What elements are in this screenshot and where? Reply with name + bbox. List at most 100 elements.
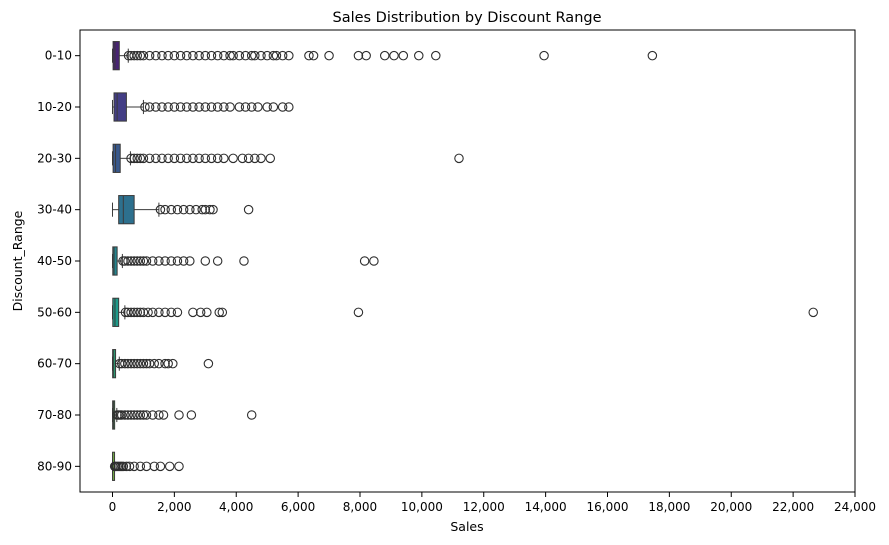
outlier-point [243, 204, 254, 215]
y-axis-label: Discount_Range [10, 210, 25, 311]
outlier-point [219, 102, 229, 112]
box-group-70-80 [111, 400, 257, 430]
outlier-point [132, 50, 142, 61]
outlier-point [140, 102, 150, 112]
box-iqr [112, 297, 120, 327]
outlier-point [195, 307, 206, 318]
outlier-point [138, 50, 149, 61]
outlier-point [308, 50, 319, 61]
outlier-point [369, 256, 379, 266]
outlier-point [188, 307, 198, 318]
x-tick-label: 18,000 [648, 500, 690, 514]
x-tick-label: 0 [109, 500, 117, 514]
outlier-point [191, 204, 201, 215]
outlier-point [149, 461, 160, 472]
outlier-point [256, 153, 266, 164]
outlier-point [132, 307, 142, 318]
box-group-0-10 [111, 41, 658, 71]
outlier-point [123, 410, 133, 420]
outlier-point [154, 307, 164, 318]
outlier-point [219, 153, 229, 164]
outlier-point [151, 153, 161, 164]
outlier-point [160, 204, 170, 215]
outlier-point [126, 410, 136, 420]
outlier-point [389, 50, 399, 61]
outlier-point [246, 410, 257, 420]
outlier-point [160, 358, 170, 369]
outlier-point [168, 358, 178, 369]
outlier-point [203, 358, 214, 369]
outlier-point [132, 153, 142, 164]
box-iqr [112, 143, 121, 173]
y-axis: 0-10 10-20 20-30 30-40 40-50 50-60 60-70 70-80 8… [37, 49, 80, 473]
x-tick-label: 22,000 [772, 500, 814, 514]
outlier-point [126, 307, 136, 318]
outlier-point [181, 50, 192, 61]
outlier-point [228, 50, 238, 61]
outlier-point [175, 102, 186, 112]
outlier-point [353, 50, 364, 61]
outlier-point [154, 410, 164, 420]
outlier-point [144, 102, 155, 112]
outlier-point [194, 50, 204, 61]
outlier-point [277, 50, 288, 61]
outlier-point [172, 204, 183, 215]
outlier-point [129, 256, 139, 266]
outlier-point [154, 358, 164, 369]
outlier-point [200, 50, 211, 61]
outlier-point [138, 410, 149, 420]
outlier-point [250, 153, 260, 164]
y-tick-label: 10-20 [37, 100, 72, 114]
outlier-point [186, 410, 197, 420]
outlier-point [174, 410, 184, 420]
outlier-point [157, 102, 167, 112]
outlier-point [188, 50, 198, 61]
outlier-point [121, 461, 132, 472]
outlier-point [154, 256, 164, 266]
outlier-point [178, 256, 189, 266]
box-group-10-20 [111, 92, 294, 122]
outlier-point [135, 50, 146, 61]
outlier-point [212, 256, 223, 266]
outlier-point [647, 50, 658, 61]
outlier-point [212, 102, 223, 112]
outlier-point [138, 153, 149, 164]
x-tick-label: 10,000 [401, 500, 443, 514]
outlier-point [169, 50, 180, 61]
outlier-point [141, 358, 152, 369]
outlier-point [118, 461, 129, 472]
outlier-point [228, 153, 238, 164]
outlier-point [202, 307, 212, 318]
outlier-point [175, 50, 186, 61]
x-axis-label: Sales [450, 519, 483, 534]
outlier-point [158, 410, 169, 420]
outlier-point [147, 410, 158, 420]
outlier-point [163, 102, 173, 112]
outlier-point [194, 102, 204, 112]
outlier-point [132, 410, 142, 420]
y-tick-label: 80-90 [37, 459, 72, 473]
outlier-point [157, 153, 167, 164]
outlier-point [206, 50, 217, 61]
outlier-point [138, 358, 149, 369]
outlier-point [217, 307, 228, 318]
outlier-point [808, 307, 818, 318]
outlier-point [181, 102, 192, 112]
outlier-point [160, 256, 170, 266]
outlier-point [163, 153, 173, 164]
outlier-point [144, 153, 155, 164]
x-tick-label: 20,000 [710, 500, 752, 514]
outlier-point [188, 102, 198, 112]
outlier-point [129, 153, 139, 164]
outlier-point [129, 307, 139, 318]
outlier-point [155, 461, 166, 472]
box-iqr [113, 92, 127, 122]
plot-frame [79, 29, 856, 493]
outlier-point [135, 358, 146, 369]
y-tick-label: 70-80 [37, 408, 72, 422]
outlier-point [132, 256, 142, 266]
outlier-point [126, 153, 136, 164]
outlier-point [141, 256, 152, 266]
outlier-point [265, 153, 276, 164]
outlier-point [239, 256, 249, 266]
